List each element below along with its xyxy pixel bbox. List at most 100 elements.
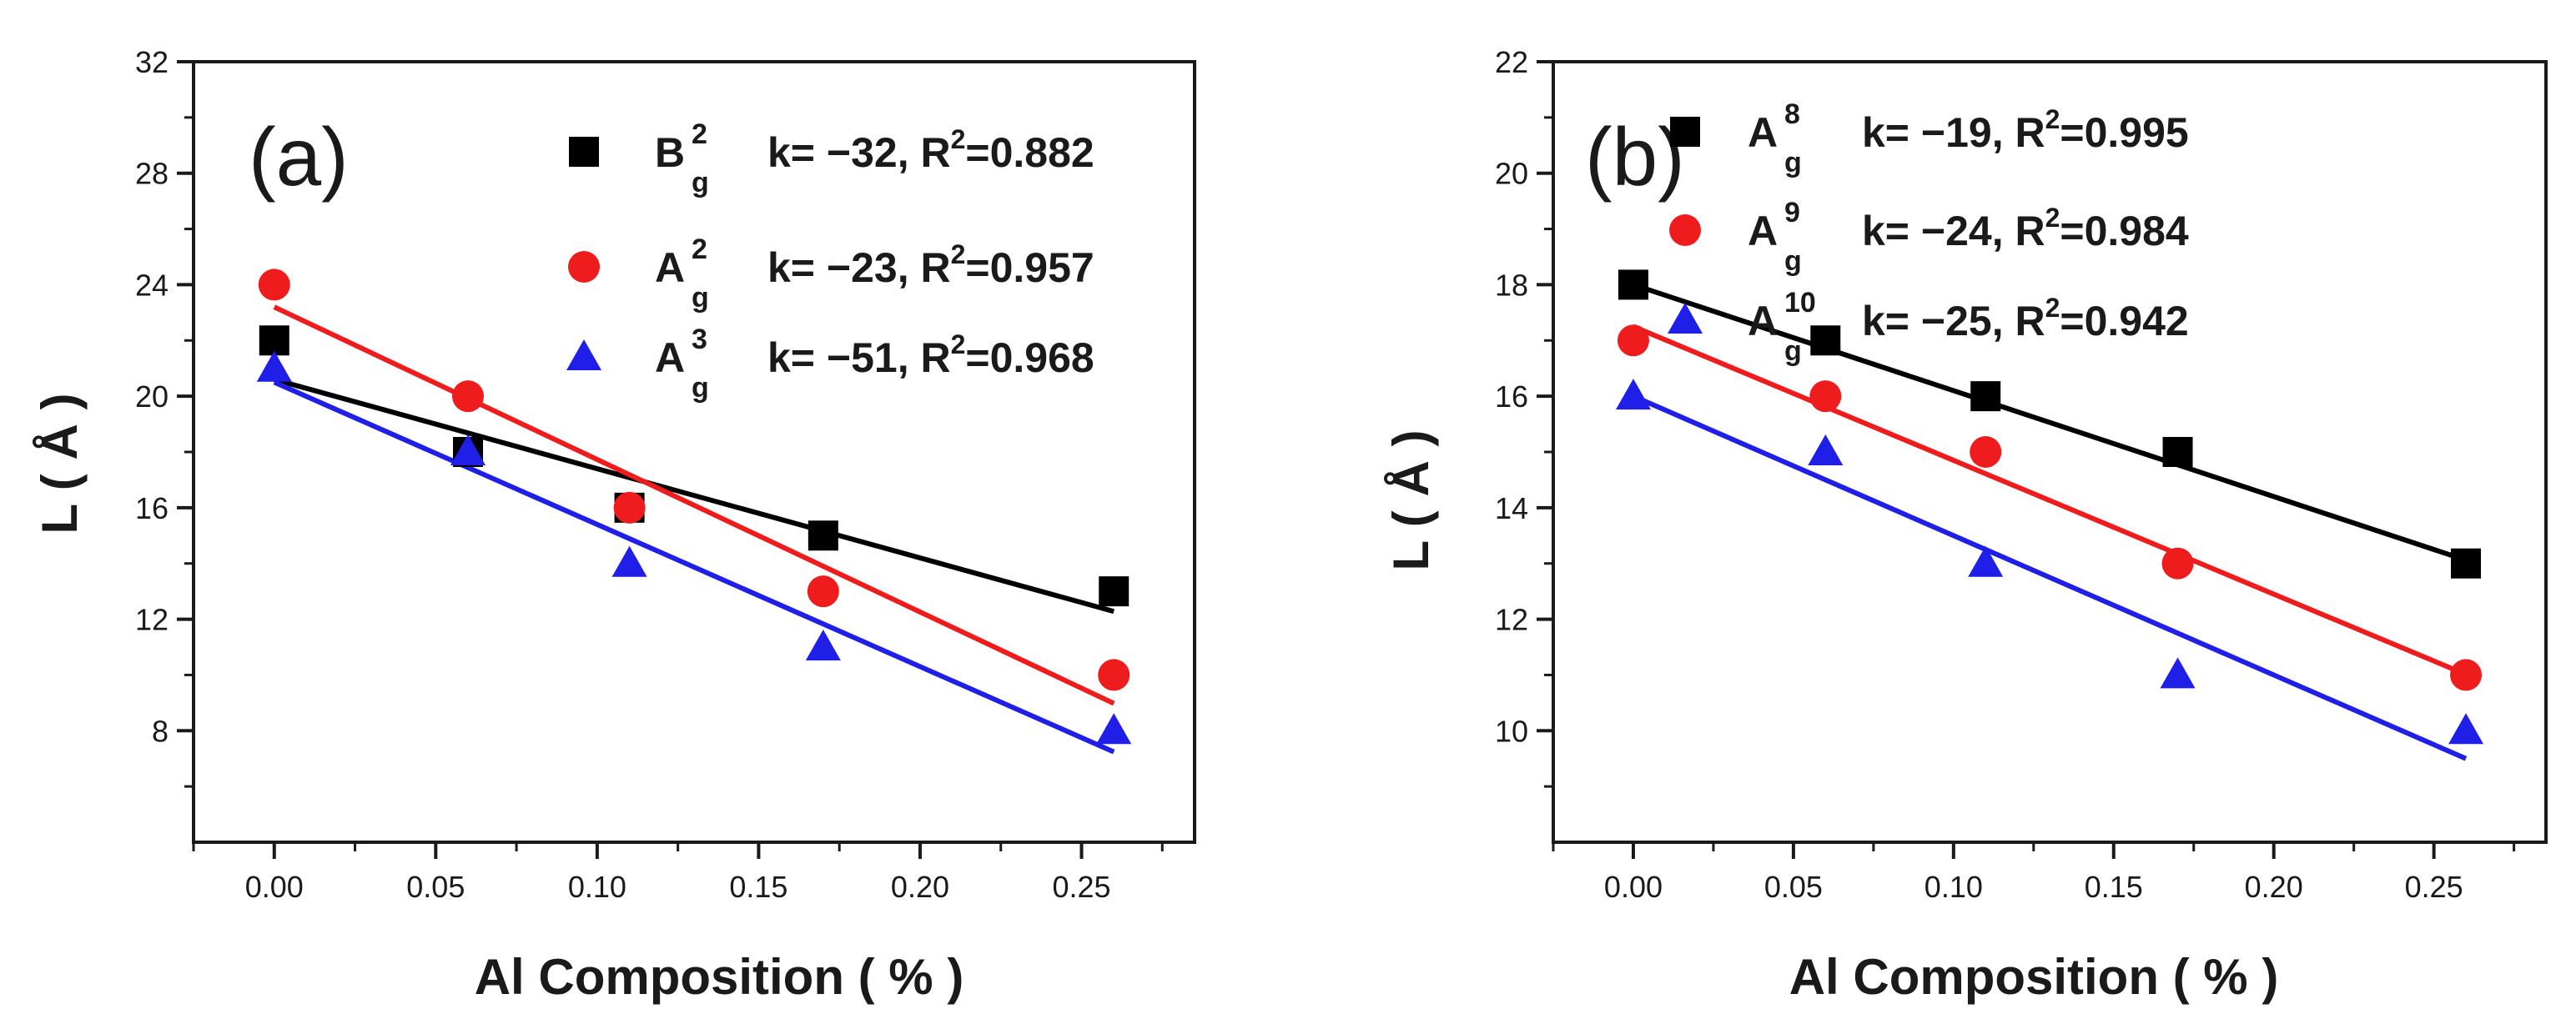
panel-b-y-tick-label: 12	[1495, 603, 1528, 637]
panel-b-x-tick-label: 0.25	[2405, 870, 2463, 904]
panel-b-x-tick-label: 0.15	[2085, 870, 2143, 904]
panel-a-series-3-point	[256, 350, 292, 382]
panel-a-legend-symbol-sup-2: 2	[692, 233, 707, 265]
panel-a-legend-symbol-sub-3: g	[692, 372, 709, 404]
panel-b-series-2-point	[1970, 436, 2002, 468]
panel-a-fit-line-2	[273, 304, 1115, 706]
panel-a-legend-symbol-sub-2: g	[692, 282, 709, 314]
panel-b-y-tick-label: 16	[1495, 379, 1528, 414]
panel-b-label: (b)	[1585, 111, 1685, 203]
panel-a-x-tick-label: 0.25	[1052, 870, 1110, 904]
panel-a-y-tick-label: 8	[152, 714, 169, 748]
panel-b-legend-symbol-sub-2: g	[1784, 245, 1802, 277]
panel-b-x-axis-title: Al Composition ( % )	[1789, 949, 2279, 1005]
panel-b-y-tick-label: 10	[1495, 714, 1528, 748]
panel-b-fit-line-2	[1632, 324, 2468, 677]
panel-b-plot-frame	[1552, 60, 2548, 844]
panel-a-legend-symbol-1: B	[655, 129, 685, 176]
panel-a-legend-fit-1: k= −32, R2=0.882	[767, 124, 1094, 176]
panel-b-legend-symbol-sup-3: 10	[1784, 287, 1816, 319]
panel-b-x-tick-label: 0.20	[2245, 870, 2303, 904]
panel-b-series-3-point	[2160, 657, 2196, 689]
panel-a-x-tick-label: 0.00	[245, 870, 304, 904]
panel-a-y-tick-label: 32	[135, 45, 169, 79]
panel-a-series-2-point	[1098, 659, 1130, 691]
panel-b-fit-line-3	[1632, 394, 2468, 761]
panel-b-legend-symbol-sub-1: g	[1784, 147, 1802, 178]
panel-a-x-tick-label: 0.10	[568, 870, 626, 904]
panel-b-legend-symbol-sup-1: 8	[1784, 98, 1800, 130]
panel-b-legend-symbol-3: A	[1748, 298, 1778, 344]
panel-b-legend-marker-2	[1669, 214, 1701, 246]
panel-a-series-2-point	[807, 575, 839, 608]
panel-a-y-tick-label: 24	[135, 268, 169, 302]
panel-b-y-tick-label: 14	[1495, 491, 1528, 525]
panel-a-series-3-point	[611, 545, 647, 577]
panel-a-series-2-point	[258, 269, 290, 301]
panel-b-y-tick-label: 20	[1495, 157, 1528, 191]
panel-a-series-1-point	[808, 520, 838, 551]
panel-b-legend-fit-3: k= −25, R2=0.942	[1862, 293, 2189, 344]
panel-b-series-2-point	[1809, 380, 1842, 413]
panel-b-legend-fit-2: k= −24, R2=0.984	[1862, 203, 2189, 254]
panel-b-series-2-point	[1617, 324, 1649, 357]
panel-a-fit-line-1	[273, 377, 1115, 615]
panel-a-y-tick-label: 12	[135, 603, 169, 637]
panel-a-legend-fit-2: k= −23, R2=0.957	[767, 239, 1094, 291]
panel-a-series-1-point	[259, 325, 289, 356]
panel-b-series-3-point	[2448, 713, 2484, 745]
panel-a-fit-line-3	[273, 379, 1115, 755]
panel-a-series-3-point	[1096, 713, 1132, 745]
panel-a-legend-fit-3: k= −51, R2=0.968	[767, 329, 1094, 381]
panel-a-legend-symbol-sup-3: 3	[692, 324, 707, 355]
panel-a-legend-marker-3	[566, 339, 601, 370]
panel-b-x-tick-label: 0.10	[1924, 870, 1983, 904]
panel-b-legend-symbol-2: A	[1748, 208, 1778, 254]
panel-b-series-2-point	[2161, 547, 2194, 580]
panel-a-legend-symbol-sup-1: 2	[692, 118, 707, 150]
panel-a-y-tick-label: 16	[135, 491, 169, 525]
panel-a-x-tick-label: 0.20	[891, 870, 949, 904]
panel-b-legend-marker-1	[1670, 117, 1700, 147]
panel-b-fit-line-1	[1633, 282, 2467, 563]
panel-a-x-tick-label: 0.15	[729, 870, 787, 904]
panel-a-series-1-point	[1099, 576, 1130, 607]
panel-b-y-axis-title: L ( Å )	[1383, 430, 1439, 571]
panel-b-legend-symbol-sup-2: 9	[1784, 197, 1800, 228]
panel-b-legend-symbol-1: A	[1748, 109, 1778, 156]
panel-a-series-3-point	[805, 630, 841, 660]
panel-b-legend-marker-3	[1668, 303, 1703, 334]
panel-b-series-3-point	[1615, 379, 1651, 410]
panel-b-series-3-point	[1968, 545, 2004, 577]
panel-b-y-tick-label: 22	[1495, 45, 1528, 79]
panel-b-series-1-point	[1618, 269, 1648, 300]
panel-a-x-tick-label: 0.05	[406, 870, 465, 904]
panel-a-legend-symbol-sub-1: g	[692, 167, 709, 198]
panel-b-series-1-point	[1970, 381, 2001, 412]
panel-a-label: (a)	[249, 111, 349, 203]
panel-a-y-axis-title: L ( Å )	[32, 394, 88, 535]
panel-a-legend-marker-1	[569, 137, 599, 167]
panel-a-legend-symbol-3: A	[655, 334, 685, 381]
panel-b-x-tick-label: 0.05	[1764, 870, 1823, 904]
panel-b-legend-symbol-sub-3: g	[1784, 335, 1802, 367]
panel-a-series-3-point	[450, 434, 486, 465]
panel-b-series-3-point	[1808, 434, 1844, 465]
panel-b-series-2-point	[2450, 659, 2483, 691]
panel-b-x-tick-label: 0.00	[1604, 870, 1663, 904]
panel-b-y-tick-label: 18	[1495, 268, 1528, 302]
panel-a-y-tick-label: 28	[135, 157, 169, 191]
panel-a-legend-marker-2	[568, 251, 600, 283]
panel-a-y-tick-label: 20	[135, 379, 169, 414]
panel-b-legend-fit-1: k= −19, R2=0.995	[1862, 104, 2189, 156]
panel-b-series-1-point	[2451, 548, 2482, 579]
panel-a-series-2-point	[452, 380, 485, 413]
panel-a-legend-symbol-2: A	[655, 244, 685, 291]
panel-b-chart: 0.00 0.05 0.10 0.15 0.20 0.25 10 12 14 16 18 20 22 (…	[1383, 45, 2548, 1005]
panel-b-series-1-point	[1810, 325, 1841, 356]
panel-a-x-axis-title: Al Composition ( % )	[475, 949, 964, 1005]
